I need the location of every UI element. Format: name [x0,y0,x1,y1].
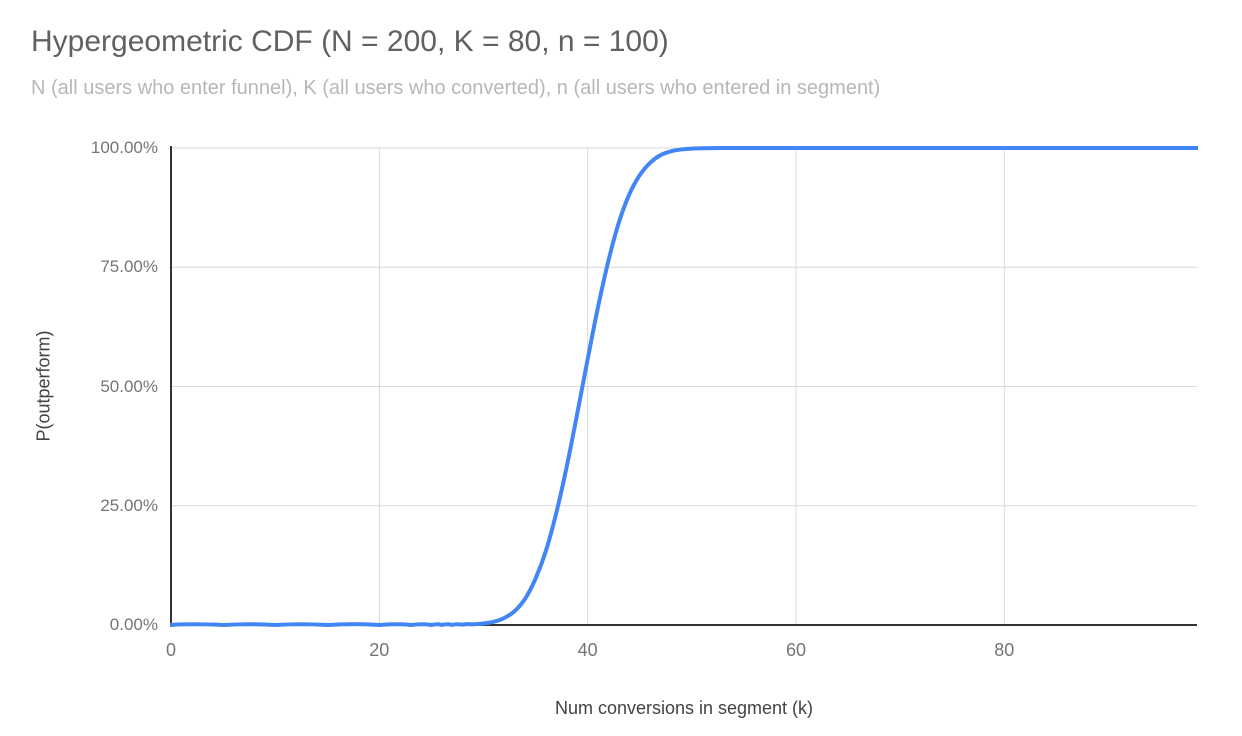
chart-subtitle: N (all users who enter funnel), K (all u… [31,77,881,99]
x-tick-label: 0 [165,640,176,660]
y-tick-label: 0.00% [109,615,158,634]
y-tick-label: 25.00% [100,495,158,515]
y-tick-label: 100.00% [90,138,158,157]
x-tick-label: 80 [994,640,1015,660]
x-tick-label: 20 [369,640,390,660]
x-tick-label: 40 [577,640,598,660]
cdf-line-plot [170,146,1198,627]
x-tick-label: 60 [785,640,806,660]
plot-area [170,146,1198,632]
x-axis-title: Num conversions in segment (k) [554,698,814,718]
y-tick-label: 50.00% [100,376,158,396]
chart-title: Hypergeometric CDF (N = 200, K = 80, n =… [31,25,669,58]
cdf-curve [170,146,1198,627]
y-tick-label: 75.00% [100,257,158,277]
